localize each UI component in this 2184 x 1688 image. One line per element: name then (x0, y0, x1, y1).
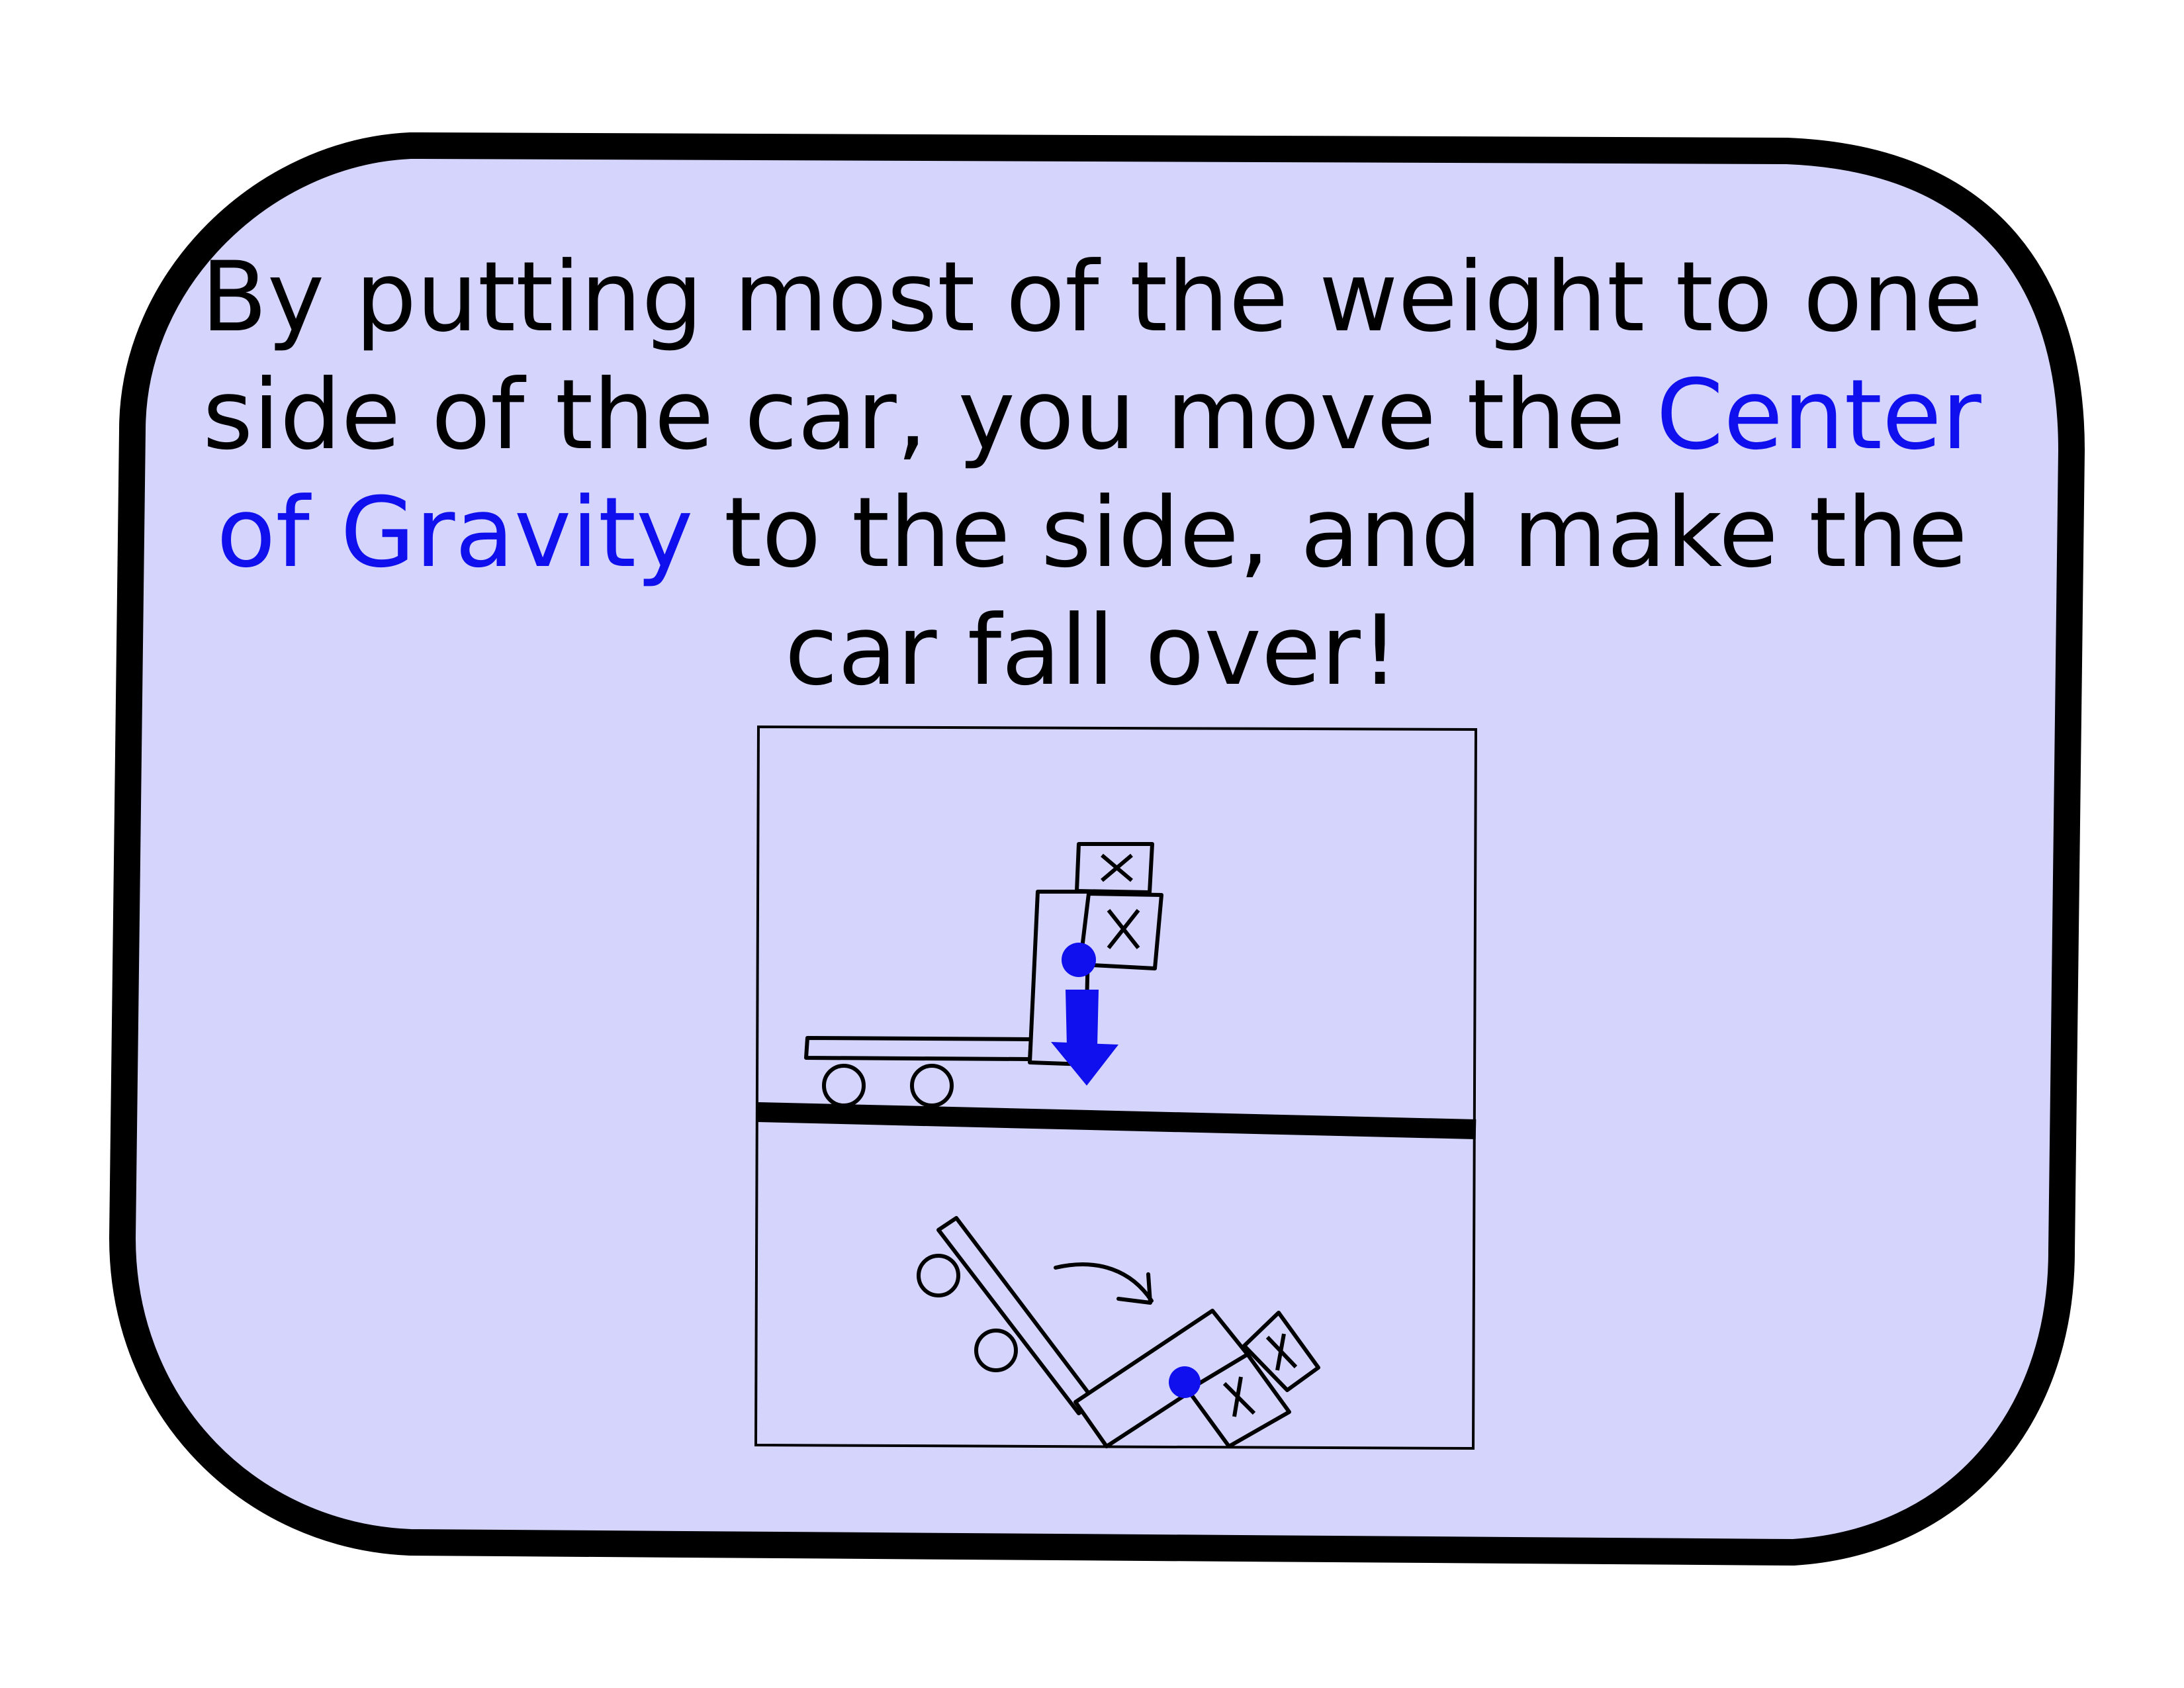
arrow-head (1051, 1042, 1118, 1086)
weight-box-lower-x-mark (1107, 909, 1140, 949)
tipped-wheel-bottom (974, 1329, 1018, 1372)
arrow-shaft (1066, 990, 1099, 1047)
tipped-weight-box-a-x-mark (1222, 1376, 1256, 1417)
gravity-arrow-icon (1051, 990, 1118, 1086)
cart-platform (804, 1036, 1033, 1061)
wheel-front (822, 1064, 866, 1107)
center-of-gravity-dot-tipped (1169, 1366, 1201, 1398)
caption-text: By putting most of the weight to one sid… (199, 238, 1985, 710)
weight-box-top-x-mark (1101, 853, 1133, 882)
tipped-wheel-top (917, 1254, 960, 1297)
center-of-gravity-dot-upright (1062, 943, 1096, 977)
tipped-cart-platform (936, 1216, 1097, 1415)
center-of-gravity-term: Center of Gravity (216, 359, 1981, 589)
caption-text-end: to the side, and make the car fall over! (693, 477, 1968, 707)
ground-divider (757, 1102, 1477, 1139)
tipped-car-icon (917, 1216, 1320, 1448)
diagram-border (754, 725, 1478, 1450)
diagram-frame (754, 725, 1478, 1450)
tipped-weight-box-b-x-mark (1265, 1333, 1298, 1371)
upright-car-icon (804, 842, 1163, 1107)
rotation-arrow-icon (1054, 1262, 1154, 1305)
wheel-back (910, 1064, 954, 1107)
caption-text-start: By putting most of the weight to one sid… (201, 241, 1983, 471)
